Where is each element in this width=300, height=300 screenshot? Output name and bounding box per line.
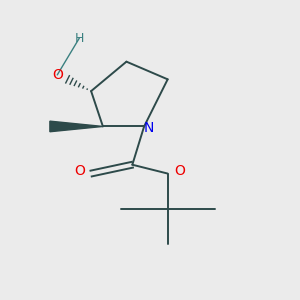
Text: O: O bbox=[174, 164, 185, 178]
Text: O: O bbox=[52, 68, 63, 82]
Text: H: H bbox=[75, 32, 84, 45]
Text: N: N bbox=[143, 121, 154, 135]
Polygon shape bbox=[50, 121, 103, 132]
Text: O: O bbox=[74, 164, 85, 178]
